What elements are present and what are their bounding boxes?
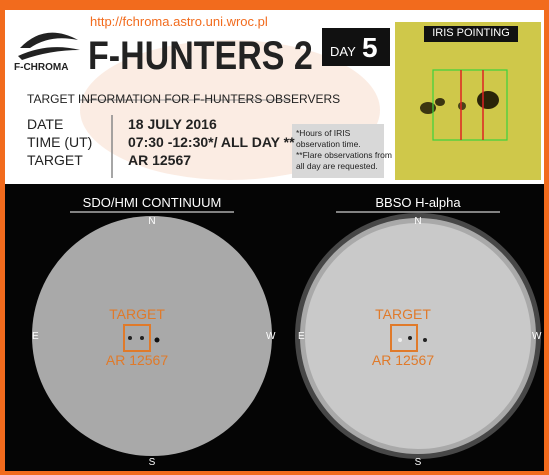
subtitle: TARGET INFORMATION FOR F-HUNTERS OBSERVE… [27, 92, 340, 106]
logo-text: F-CHROMA [14, 62, 68, 73]
info-value: 18 JULY 2016 [128, 116, 217, 132]
compass-north: N [408, 216, 428, 227]
iris-title: IRIS POINTING [424, 27, 518, 39]
note: **Flare observations from [296, 150, 392, 160]
info-label: DATE [27, 116, 63, 132]
target-label: TARGET [358, 306, 448, 322]
note: *Hours of IRIS [296, 128, 350, 138]
note: all day are requested. [296, 161, 378, 171]
panel-title: BBSO H-alpha [328, 195, 508, 210]
region-label: AR 12567 [92, 352, 182, 368]
info-value: AR 12567 [128, 152, 191, 168]
info-label: TARGET [27, 152, 83, 168]
panel-title: SDO/HMI CONTINUUM [62, 195, 242, 210]
poster: F-CHROMA http://fchroma.astro.uni.wroc.p… [0, 0, 549, 475]
info-value: 07:30 -12:30*/ ALL DAY ** [128, 134, 295, 150]
compass-east: E [32, 331, 39, 342]
compass-north: N [142, 216, 162, 227]
target-label: TARGET [92, 306, 182, 322]
compass-south: S [408, 457, 428, 468]
day-label: DAY [330, 44, 356, 59]
compass-south: S [142, 457, 162, 468]
title: F-HUNTERS 2 [88, 34, 313, 79]
note: observation time. [296, 139, 361, 149]
compass-west: W [266, 331, 275, 342]
compass-east: E [298, 331, 305, 342]
day-number: 5 [362, 32, 378, 64]
info-label: TIME (UT) [27, 134, 92, 150]
region-label: AR 12567 [358, 352, 448, 368]
compass-west: W [532, 331, 541, 342]
url: http://fchroma.astro.uni.wroc.pl [90, 14, 268, 29]
